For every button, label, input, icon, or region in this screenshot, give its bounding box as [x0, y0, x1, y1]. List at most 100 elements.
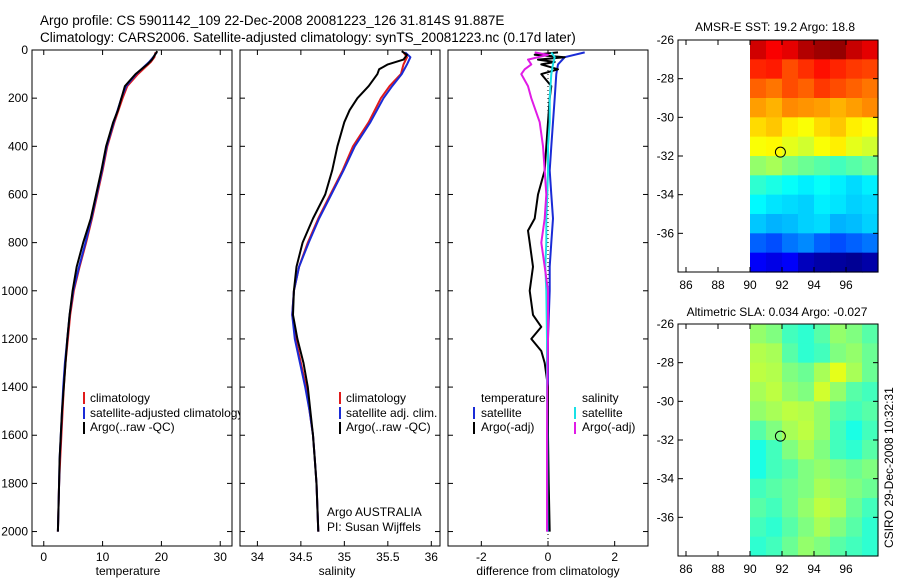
sst_map-cell-4-3	[798, 117, 815, 138]
sst_map-cell-4-6	[846, 117, 863, 138]
sla_map-cell-2-7	[862, 362, 879, 383]
difference-legend: temperature satellite Argo(-adj) salinit…	[473, 391, 635, 434]
sla_map-cell-1-6	[846, 343, 863, 364]
sst_map-cell-3-5	[830, 98, 847, 118]
sla_map-cell-7-0	[750, 459, 767, 480]
sst_map-cell-9-4	[814, 214, 831, 234]
sla_map-cell-8-4	[814, 478, 831, 499]
sst_map-cell-3-1	[766, 98, 783, 118]
temperature-xtick-label-3: 30	[214, 550, 228, 564]
temperature-ytick-label-0: 0	[21, 43, 28, 57]
sst_map-xtick-label-1: 88	[711, 278, 725, 292]
sla_map-cell-11-1	[766, 536, 783, 557]
sst_map-cell-8-5	[830, 194, 847, 215]
sst_map-cell-2-2	[782, 78, 799, 99]
sst_map-cell-0-2	[782, 40, 799, 60]
timestamp-stamp: CSIRO 29-Dec-2008 10:32:31	[882, 387, 896, 548]
difference-legend-salinity-title: salinity	[582, 391, 619, 405]
sla_map-cell-10-3	[798, 517, 815, 538]
sla_map-cell-5-1	[766, 420, 783, 441]
sla_map-cell-0-6	[846, 324, 863, 344]
sst_map-argo-marker	[774, 146, 786, 158]
sst_map-cell-1-1	[766, 59, 783, 80]
sst_map-cell-1-6	[846, 59, 863, 80]
sla_map-cell-2-1	[766, 362, 783, 383]
sst_map-ytick-label-2: -30	[657, 110, 675, 124]
sla_map-cell-6-2	[782, 440, 799, 460]
sla_map-cell-7-7	[862, 459, 879, 480]
sst_map-cell-8-6	[846, 194, 863, 215]
sst_map-cell-1-5	[830, 59, 847, 80]
sst_map-cell-5-3	[798, 136, 815, 157]
sst_map-cell-0-0	[750, 40, 767, 60]
sst_map-cell-4-7	[862, 117, 879, 138]
sst_map-cell-1-7	[862, 59, 879, 80]
sla_map-cell-3-4	[814, 382, 831, 402]
sla_map-cell-5-3	[798, 420, 815, 441]
sst_map-cell-1-0	[750, 59, 767, 80]
temperature-ytick-label-2: 400	[8, 139, 28, 153]
sst_map-ytick-label-3: -32	[657, 149, 675, 163]
sla_map-cell-3-5	[830, 382, 847, 402]
difference-legend-item-3: satellite	[582, 406, 623, 420]
sla_map-cell-6-4	[814, 440, 831, 460]
sla_map-cell-9-6	[846, 498, 863, 518]
sla_map-cell-8-0	[750, 478, 767, 499]
sst_map-cell-6-3	[798, 156, 815, 176]
sst_map-cell-6-6	[846, 156, 863, 176]
sst_map-cell-11-5	[830, 252, 847, 273]
sla_map-cell-0-4	[814, 324, 831, 344]
sst_map-cell-0-7	[862, 40, 879, 60]
sst_map-cell-4-2	[782, 117, 799, 138]
sst_map-ytick-label-1: -28	[657, 72, 675, 86]
sla_map-cell-0-0	[750, 324, 767, 344]
sst_map-cell-5-1	[766, 136, 783, 157]
temperature-ytick-label-4: 800	[8, 236, 28, 250]
sst_map-cell-0-6	[846, 40, 863, 60]
sst_map-cell-3-3	[798, 98, 815, 118]
difference-legend-item-2: Argo(-adj)	[481, 420, 534, 434]
sst_map-cell-11-6	[846, 252, 863, 273]
salinity-series-2-line	[292, 50, 408, 532]
sst_map-cell-11-2	[782, 252, 799, 273]
sla_map-cell-9-5	[830, 498, 847, 518]
salinity-legend: climatology satellite adj. clim. Argo(..…	[339, 391, 437, 434]
difference-series-3-line	[520, 51, 549, 532]
salinity-panel: 34 34.5 35 35.5 36 salinity climatology sate…	[239, 49, 441, 578]
sla_map-cell-8-3	[798, 478, 815, 499]
sla_map-cell-4-0	[750, 401, 767, 422]
sst_map-cell-5-4	[814, 136, 831, 157]
temperature-ytick-label-5: 1000	[1, 284, 28, 298]
title-line-2: Climatology: CARS2006. Satellite-adjuste…	[40, 30, 576, 45]
sla_map-ytick-label-5: -36	[657, 510, 675, 524]
credit-line-1: Argo AUSTRALIA	[327, 505, 422, 519]
sst_map-cell-10-4	[814, 233, 831, 254]
sla_map-cell-5-4	[814, 420, 831, 441]
sla-map-title: Altimetric SLA: 0.034 Argo: -0.027	[687, 305, 868, 319]
sla_map-cell-10-0	[750, 517, 767, 538]
sst-map-plot: 86 88 90 92 94 96 -26 -28 -30 -32 -34 -36	[657, 33, 879, 292]
sla_map-cell-5-0	[750, 420, 767, 441]
difference-panel: -2 0 2 difference from climatology tempera…	[447, 49, 649, 578]
sst_map-cell-2-7	[862, 78, 879, 99]
temperature-xtick-label-0: 0	[40, 550, 47, 564]
sla_map-cell-4-6	[846, 401, 863, 422]
temperature-xtick-label-2: 20	[155, 550, 169, 564]
sla-map-panel: Altimetric SLA: 0.034 Argo: -0.027 86 88 9…	[657, 305, 879, 576]
sst_map-cell-5-0	[750, 136, 767, 157]
sla_map-cell-1-1	[766, 343, 783, 364]
salinity-plot: 34 34.5 35 35.5 36	[240, 49, 440, 564]
sla_map-cell-9-4	[814, 498, 831, 518]
sst_map-cell-7-5	[830, 175, 847, 196]
sla_map-cell-6-6	[846, 440, 863, 460]
sst_map-cell-2-5	[830, 78, 847, 99]
title-line-1: Argo profile: CS 5901142_109 22-Dec-2008…	[40, 13, 505, 28]
salinity-axes	[239, 49, 441, 547]
sla_map-cell-6-3	[798, 440, 815, 460]
sst_map-cell-5-2	[782, 136, 799, 157]
sst_map-cell-11-1	[766, 252, 783, 273]
temperature-legend-item-3: Argo(..raw -QC)	[90, 420, 175, 434]
sla_map-cell-4-5	[830, 401, 847, 422]
sla_map-cell-10-7	[862, 517, 879, 538]
sla_map-xtick-label-4: 94	[807, 562, 821, 576]
